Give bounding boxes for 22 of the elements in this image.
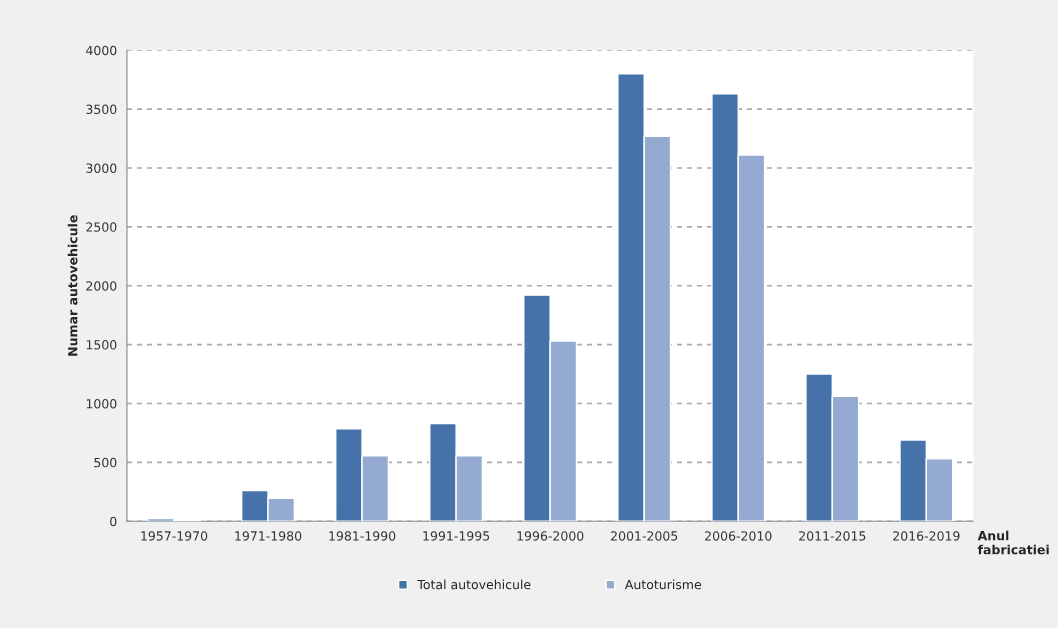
legend-label: Total autovehicule — [417, 579, 531, 590]
x-tick-label: 1991-1995 — [423, 531, 490, 541]
y-axis-title: Numar autovehicule — [67, 215, 78, 356]
y-tick-label: 1000 — [86, 398, 117, 409]
x-tick-label: 1971-1980 — [235, 531, 302, 541]
y-tick-label: 0 — [110, 516, 117, 527]
x-axis-title: Anul fabricatiei — [977, 530, 1049, 555]
legend-label: Autoturisme — [624, 579, 702, 590]
x-tick-label: 2011-2015 — [799, 531, 866, 541]
y-tick-label: 3000 — [86, 163, 117, 173]
y-tick-label: 2000 — [86, 281, 117, 291]
y-tick-label: 4000 — [86, 45, 117, 56]
y-tick-label: 1500 — [86, 340, 117, 350]
x-tick-label: 2006-2010 — [705, 531, 772, 541]
y-tick-label: 2500 — [86, 222, 117, 232]
x-tick-label: 1981-1990 — [329, 531, 396, 541]
x-tick-label: 1957-1970 — [141, 531, 208, 541]
y-tick-label: 500 — [94, 457, 117, 468]
x-tick-label: 2001-2005 — [611, 531, 678, 541]
y-tick-label: 3500 — [86, 104, 117, 115]
x-tick-label: 2016-2019 — [893, 531, 960, 541]
x-tick-label: 1996-2000 — [517, 531, 584, 541]
